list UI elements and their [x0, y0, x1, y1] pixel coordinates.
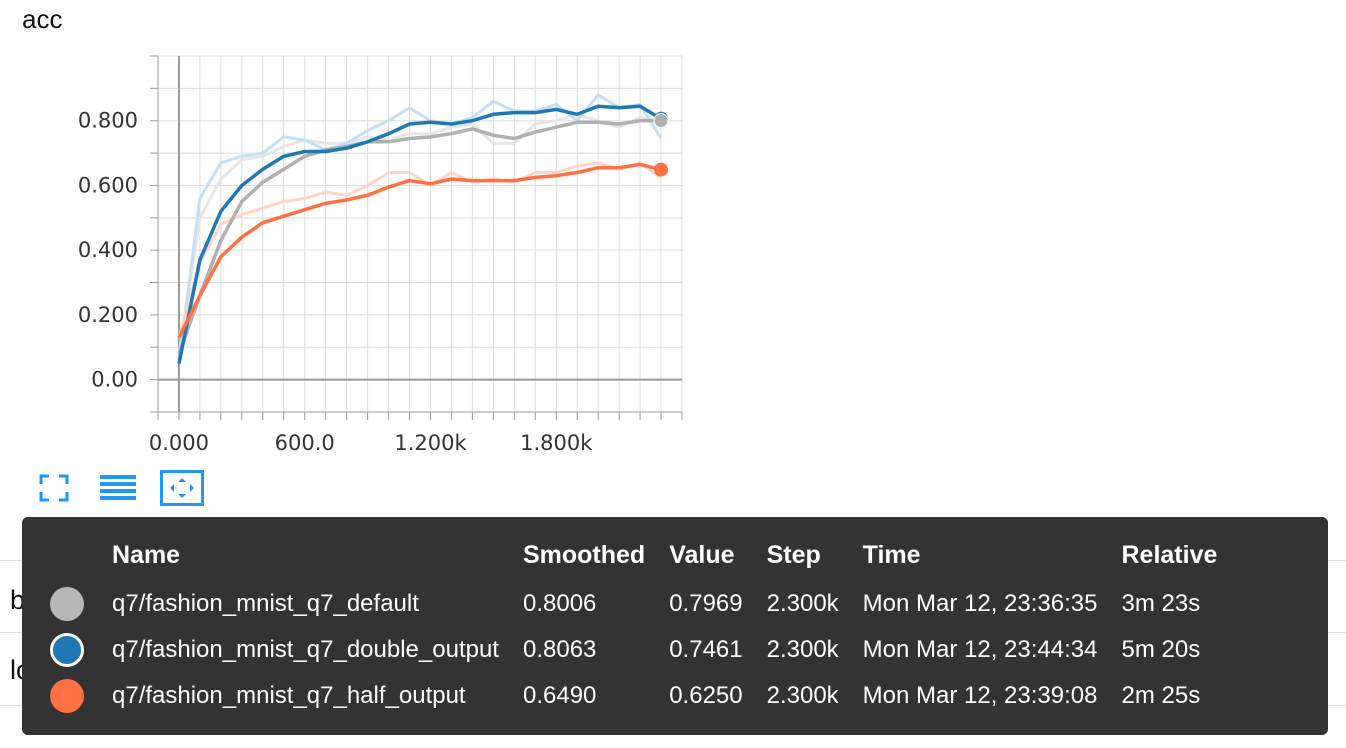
header-name: Name — [112, 540, 181, 569]
x-tick-label: 1.800k — [520, 431, 593, 455]
fullscreen-button[interactable] — [36, 470, 80, 506]
y-tick-label: 0.600 — [78, 173, 138, 197]
tooltip-table: Name Smoothed Value Step Time Relative q… — [42, 535, 1229, 719]
raw-series-line — [177, 93, 663, 364]
run-value: 0.6250 — [669, 682, 743, 709]
y-tick-label: 0.800 — [78, 109, 138, 133]
axes — [157, 56, 682, 413]
header-value: Value — [669, 540, 735, 569]
smoothed-series-line — [177, 162, 662, 339]
y-tick-label: 0.200 — [78, 303, 138, 327]
smoothed-series-line — [177, 104, 662, 364]
run-color-swatch — [50, 587, 84, 621]
run-time: Mon Mar 12, 23:36:35 — [862, 590, 1098, 617]
fit-domain-icon — [160, 470, 204, 506]
run-step: 2.300k — [766, 636, 839, 663]
acc-chart[interactable]: 0.00 0.200 0.400 0.600 0.800 0.000 600.0 1.200k… — [0, 0, 1346, 470]
header-relative: Relative — [1121, 540, 1218, 569]
run-time: Mon Mar 12, 23:39:08 — [862, 682, 1098, 709]
smoothed-lines — [177, 104, 662, 364]
run-color-swatch — [50, 679, 84, 713]
header-swatch — [42, 535, 100, 581]
series-end-point — [654, 162, 669, 177]
run-name: q7/fashion_mnist_q7_double_output — [112, 636, 499, 663]
raw-lines — [177, 93, 663, 364]
run-relative: 5m 20s — [1121, 636, 1201, 663]
run-relative: 3m 23s — [1121, 590, 1201, 617]
chart-tooltip: Name Smoothed Value Step Time Relative q… — [22, 517, 1328, 735]
run-name: q7/fashion_mnist_q7_half_output — [112, 682, 466, 709]
fullscreen-icon — [39, 474, 69, 502]
run-step: 2.300k — [766, 590, 839, 617]
x-tick-label: 0.000 — [149, 431, 209, 455]
run-color-swatch — [50, 633, 84, 667]
run-smoothed: 0.8006 — [522, 590, 597, 617]
x-tick-label: 1.200k — [394, 431, 467, 455]
run-smoothed: 0.8063 — [522, 636, 597, 663]
run-name: q7/fashion_mnist_q7_default — [112, 590, 419, 617]
run-value: 0.7969 — [669, 590, 743, 617]
tick-labels: 0.00 0.200 0.400 0.600 0.800 0.000 600.0 1.200k… — [78, 109, 593, 455]
toggle-log-scale-button[interactable] — [98, 470, 142, 506]
run-step: 2.300k — [766, 682, 839, 709]
chart-title: acc — [22, 4, 63, 34]
tooltip-row: q7/fashion_mnist_q7_default 0.8006 0.796… — [42, 581, 1229, 627]
raw-series-line — [177, 161, 662, 339]
tooltip-row: q7/fashion_mnist_q7_half_output 0.6490 0… — [42, 673, 1229, 719]
list-icon — [100, 475, 136, 500]
tooltip-row: q7/fashion_mnist_q7_double_output 0.8063… — [42, 627, 1229, 673]
end-points — [653, 111, 669, 177]
header-step: Step — [766, 540, 821, 569]
x-tick-label: 600.0 — [275, 431, 335, 455]
series-end-point — [653, 113, 669, 129]
run-smoothed: 0.6490 — [522, 682, 597, 709]
tooltip-header-row: Name Smoothed Value Step Time Relative — [42, 535, 1229, 581]
raw-series-line — [177, 112, 662, 354]
header-time: Time — [862, 540, 921, 569]
header-smoothed: Smoothed — [522, 540, 646, 569]
run-value: 0.7461 — [669, 636, 743, 663]
y-tick-label: 0.00 — [91, 368, 138, 392]
run-time: Mon Mar 12, 23:44:34 — [862, 636, 1098, 663]
fit-domain-button[interactable] — [160, 470, 204, 506]
smoothed-series-line — [177, 118, 662, 355]
y-tick-label: 0.400 — [78, 238, 138, 262]
run-relative: 2m 25s — [1121, 682, 1201, 709]
